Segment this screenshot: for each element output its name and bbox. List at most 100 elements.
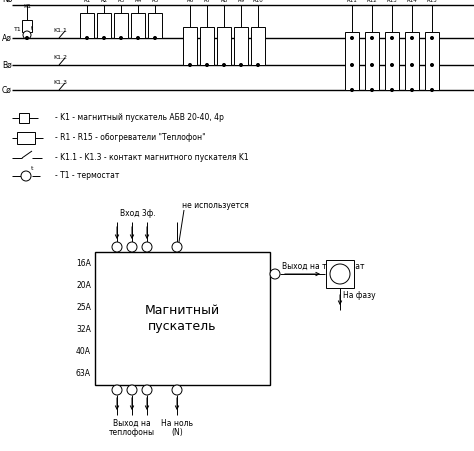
Text: Bø: Bø [2,60,12,69]
Circle shape [371,88,374,92]
Text: R9: R9 [237,0,245,3]
Bar [22,20,32,32]
Circle shape [391,64,393,66]
Text: Магнитный: Магнитный [145,304,220,317]
Text: R4: R4 [134,0,142,3]
Circle shape [102,37,106,40]
Circle shape [189,64,191,66]
Bar [131,13,145,38]
Text: Выход на термостат: Выход на термостат [282,262,365,271]
Circle shape [222,64,226,66]
Bar [345,32,359,90]
Text: теплофоны: теплофоны [109,428,155,437]
Bar [365,32,379,90]
Text: t: t [31,26,33,31]
Circle shape [172,385,182,395]
Text: Выход на: Выход на [113,419,151,428]
Bar [19,113,29,123]
Text: Cø: Cø [2,86,12,95]
Text: На фазу: На фазу [343,291,375,300]
Circle shape [350,37,354,40]
Text: не используется: не используется [182,201,249,210]
Text: - R1 - R15 - обогреватели "Теплофон": - R1 - R15 - обогреватели "Теплофон" [55,133,206,143]
Text: Aø: Aø [2,33,12,42]
Text: На ноль: На ноль [161,419,193,428]
Circle shape [127,385,137,395]
Circle shape [330,264,350,284]
Circle shape [371,64,374,66]
Bar [405,32,419,90]
Circle shape [23,31,31,39]
Text: - K1 - магнитный пускатель АБВ 20-40, 4р: - K1 - магнитный пускатель АБВ 20-40, 4р [55,114,224,123]
Circle shape [137,37,139,40]
Circle shape [270,269,280,279]
Circle shape [85,37,89,40]
Text: R7: R7 [203,0,210,3]
Circle shape [142,385,152,395]
Circle shape [371,37,374,40]
Text: 63A: 63A [76,368,91,377]
Text: K1.1: K1.1 [53,28,67,33]
Text: R1: R1 [83,0,91,3]
Text: R5: R5 [151,0,159,3]
Text: Nø: Nø [2,0,12,4]
Text: R14: R14 [407,0,418,3]
Text: R11: R11 [346,0,357,3]
Text: K1.2: K1.2 [53,55,67,60]
Circle shape [206,64,209,66]
Bar [148,13,162,38]
Bar [217,27,231,65]
Bar [80,13,94,38]
Text: R6: R6 [186,0,193,3]
Text: R10: R10 [253,0,264,3]
Bar [95,252,270,385]
Text: 25A: 25A [76,303,91,312]
Circle shape [350,88,354,92]
Text: T1: T1 [14,27,22,32]
Bar [114,13,128,38]
Circle shape [430,37,434,40]
Text: 16A: 16A [76,259,91,268]
Circle shape [119,37,122,40]
Text: 40A: 40A [76,347,91,356]
Text: - T1 - термостат: - T1 - термостат [55,171,119,180]
Bar [385,32,399,90]
Circle shape [391,88,393,92]
Text: R3: R3 [118,0,125,3]
Circle shape [142,242,152,252]
Circle shape [410,64,413,66]
Text: R15: R15 [427,0,438,3]
Bar [326,260,354,288]
Text: - K1.1 - K1.3 - контакт магнитного пускателя K1: - K1.1 - K1.3 - контакт магнитного пуска… [55,153,249,162]
Text: R2: R2 [100,0,108,3]
Text: 32A: 32A [76,325,91,334]
Circle shape [26,37,28,40]
Circle shape [410,37,413,40]
Bar [425,32,439,90]
Text: R8: R8 [220,0,228,3]
Bar [234,27,248,65]
Text: R12: R12 [366,0,377,3]
Circle shape [127,242,137,252]
Text: пускатель: пускатель [148,320,217,333]
Text: t: t [31,166,34,171]
Text: Вход 3ф.: Вход 3ф. [120,209,155,218]
Circle shape [112,242,122,252]
Bar [97,13,111,38]
Circle shape [430,88,434,92]
Circle shape [172,242,182,252]
Text: (N): (N) [171,428,183,437]
Text: 20A: 20A [76,281,91,290]
Bar [183,27,197,65]
Circle shape [154,37,156,40]
Bar [17,132,35,144]
Circle shape [21,171,31,181]
Circle shape [239,64,243,66]
Text: R13: R13 [387,0,397,3]
Circle shape [430,64,434,66]
Circle shape [391,37,393,40]
Circle shape [112,385,122,395]
Bar [251,27,265,65]
Circle shape [410,88,413,92]
Circle shape [256,64,259,66]
